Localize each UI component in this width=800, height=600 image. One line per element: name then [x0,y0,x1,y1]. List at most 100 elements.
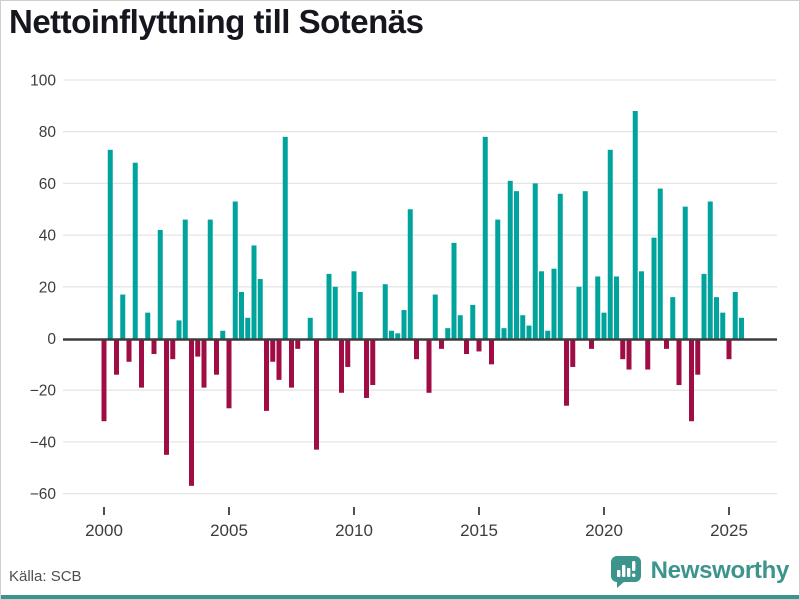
bar-2009Q4 [345,338,351,367]
bar-2020Q4 [620,338,626,360]
bar-2024Q3 [714,297,719,339]
bar-2000Q2 [107,149,113,339]
bar-2007Q4 [295,338,301,349]
bar-2012Q2 [407,209,413,339]
y-axis-label-20: 20 [39,279,57,296]
y-axis-label-80: 80 [39,124,57,141]
bar-2022Q4 [670,297,676,339]
brand-name: Newsworthy [650,557,790,584]
bar-2017Q1 [526,325,532,339]
bar-2024Q4 [720,312,726,339]
bar-2001Q3 [139,338,144,388]
bar-2022Q2 [657,188,663,339]
bar-2005Q1 [226,338,232,409]
bar-2009Q1 [326,273,332,339]
bar-2014Q3 [464,338,469,355]
bar-2006Q3 [264,338,269,411]
bar-2024Q2 [707,201,713,339]
bar-2015Q4 [495,219,501,339]
bar-2018Q4 [570,338,576,367]
bar-2002Q1 [151,338,157,355]
bar-2010Q1 [351,271,357,339]
bar-2004Q4 [220,330,226,339]
bar-2018Q3 [564,338,569,406]
bar-2003Q2 [182,219,188,339]
bar-2016Q2 [507,180,513,339]
bar-2000Q4 [120,294,126,339]
bar-2023Q4 [695,338,701,375]
bar-2020Q2 [607,149,613,339]
x-axis-label-2025: 2025 [710,521,748,540]
bar-2003Q1 [176,320,182,339]
bar-2019Q3 [589,338,594,349]
bar-2001Q4 [145,312,151,339]
bar-2022Q1 [651,237,657,339]
bar-2014Q4 [470,304,476,339]
x-axis-label-2005: 2005 [210,521,248,540]
bar-2004Q3 [214,338,219,375]
bar-2023Q1 [676,338,682,386]
bar-2011Q3 [389,330,394,339]
bar-2021Q2 [632,111,638,339]
bar-2001Q1 [126,338,132,362]
bar-2005Q2 [232,201,238,339]
bar-2025Q2 [732,291,738,339]
bar-2016Q4 [520,315,526,339]
bar-2007Q1 [276,338,282,380]
source-label: Källa: SCB [9,568,82,585]
bar-2011Q2 [382,284,388,339]
bar-2013Q3 [439,338,444,349]
bar-2010Q3 [364,338,369,398]
bar-2016Q3 [514,191,519,339]
bar-2000Q3 [114,338,119,375]
bar-2025Q3 [739,317,744,339]
bar-2021Q1 [626,338,632,370]
bar-2015Q3 [489,338,494,365]
bar-2019Q1 [576,286,582,339]
bar-2009Q2 [332,286,338,339]
bar-2009Q3 [339,338,344,393]
newsworthy-logo-icon [610,556,641,588]
bar-2021Q3 [639,271,644,339]
bar-2015Q2 [482,136,488,339]
bar-2004Q2 [207,219,213,339]
bar-2014Q1 [451,242,457,339]
y-axis-label-40: 40 [39,228,57,245]
y-axis-label-0: 0 [47,331,56,348]
bar-2007Q2 [282,136,288,339]
bar-2001Q2 [132,162,138,339]
bar-2025Q1 [726,338,732,360]
bar-2003Q4 [195,338,201,357]
bar-2022Q3 [664,338,669,349]
bar-2017Q4 [545,330,551,339]
bar-2006Q2 [257,279,263,339]
bar-2017Q2 [532,183,538,339]
bar-2018Q1 [551,268,557,339]
bar-2000Q1 [101,338,107,422]
bar-2017Q3 [539,271,544,339]
bar-2004Q1 [201,338,207,388]
bar-2006Q1 [251,245,257,339]
bar-2019Q2 [582,191,588,339]
bar-2003Q3 [189,338,194,486]
newsworthy-logo[interactable]: Newsworthy [610,551,789,591]
x-axis-label-2010: 2010 [335,521,373,540]
bar-2018Q2 [557,193,563,339]
bar-2024Q1 [701,273,707,339]
y-axis-label--40: −40 [30,434,57,451]
bar-2013Q2 [432,294,438,339]
bar-2014Q2 [457,315,463,339]
bar-2002Q2 [157,229,163,339]
bar-2020Q1 [601,312,607,339]
bar-2013Q1 [426,338,432,393]
chart-footer: Källa: SCB Newsworthy [1,549,799,595]
bar-2023Q2 [682,206,688,339]
bar-2008Q2 [307,317,313,339]
bar-2020Q3 [614,276,619,339]
bar-2015Q1 [476,338,482,352]
bar-2006Q4 [270,338,276,362]
bar-2008Q3 [314,338,319,450]
bar-2007Q3 [289,338,294,388]
bar-2005Q4 [245,317,251,339]
